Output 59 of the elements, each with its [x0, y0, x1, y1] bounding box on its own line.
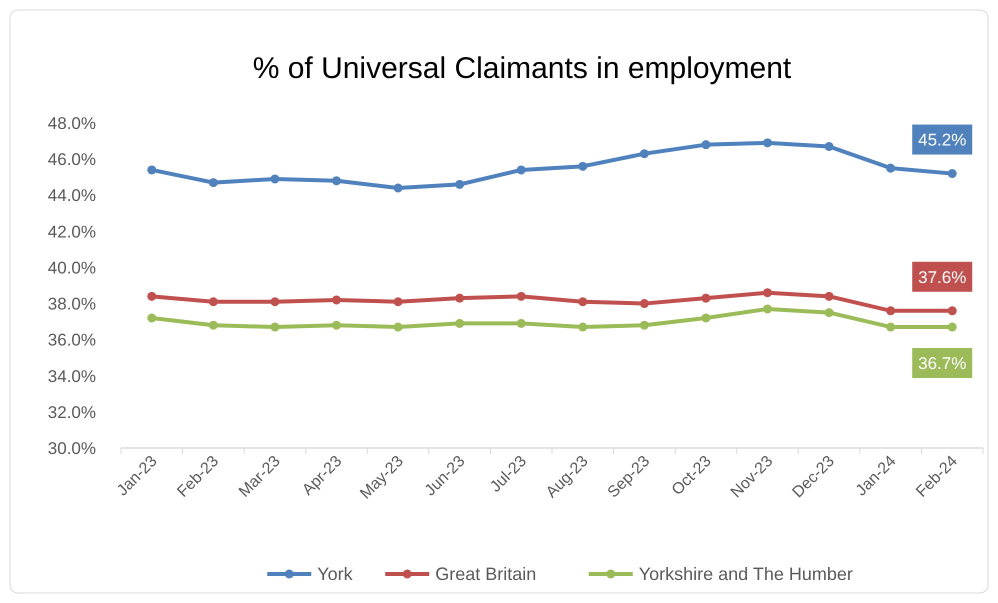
point	[147, 292, 156, 301]
point	[270, 297, 280, 306]
y-tick-label: 48.0%	[48, 114, 96, 133]
point	[516, 292, 526, 301]
point	[948, 169, 957, 178]
point	[640, 320, 649, 330]
y-tick-label: 42.0%	[48, 222, 96, 242]
point	[270, 322, 280, 332]
legend-label: Yorkshire and The Humber	[638, 564, 853, 584]
point	[208, 320, 218, 330]
point	[948, 322, 957, 332]
y-tick-label: 46.0%	[48, 150, 96, 170]
legend-label: York	[317, 564, 354, 584]
point	[455, 294, 464, 303]
point	[332, 320, 341, 330]
point	[886, 322, 896, 332]
point	[208, 297, 218, 306]
point	[578, 297, 588, 306]
point	[332, 295, 341, 304]
y-tick-label: 34.0%	[48, 366, 96, 386]
point	[394, 322, 403, 332]
point	[147, 165, 156, 174]
point	[701, 140, 710, 150]
point	[332, 176, 341, 186]
point	[147, 314, 156, 322]
point	[208, 178, 218, 188]
point	[763, 304, 772, 314]
point	[824, 292, 834, 301]
point	[394, 184, 403, 192]
point	[763, 288, 772, 298]
y-tick-label: 36.0%	[48, 330, 96, 350]
point	[455, 180, 464, 189]
point	[701, 294, 710, 303]
point	[701, 314, 710, 322]
y-tick-label: 40.0%	[48, 258, 96, 278]
point	[824, 308, 834, 318]
point	[516, 318, 526, 328]
data-label: 45.2%	[918, 130, 966, 150]
point	[886, 164, 896, 173]
point	[578, 322, 588, 332]
point	[270, 174, 280, 184]
y-tick-label: 44.0%	[48, 186, 96, 206]
point	[578, 162, 588, 171]
point	[763, 138, 772, 148]
point	[640, 299, 649, 308]
legend-label: Great Britain	[435, 564, 536, 584]
data-label: 36.7%	[918, 354, 966, 374]
point	[824, 142, 834, 151]
point	[640, 149, 649, 158]
data-label: 37.6%	[918, 268, 966, 287]
y-tick-label: 30.0%	[48, 439, 96, 458]
point	[948, 306, 957, 316]
point	[516, 165, 526, 174]
chart-title: % of Universal Claimants in employment	[252, 52, 792, 85]
point	[394, 297, 403, 306]
point	[455, 318, 464, 328]
point	[886, 306, 896, 316]
y-tick-label: 32.0%	[48, 402, 96, 422]
y-tick-label: 38.0%	[48, 294, 96, 314]
